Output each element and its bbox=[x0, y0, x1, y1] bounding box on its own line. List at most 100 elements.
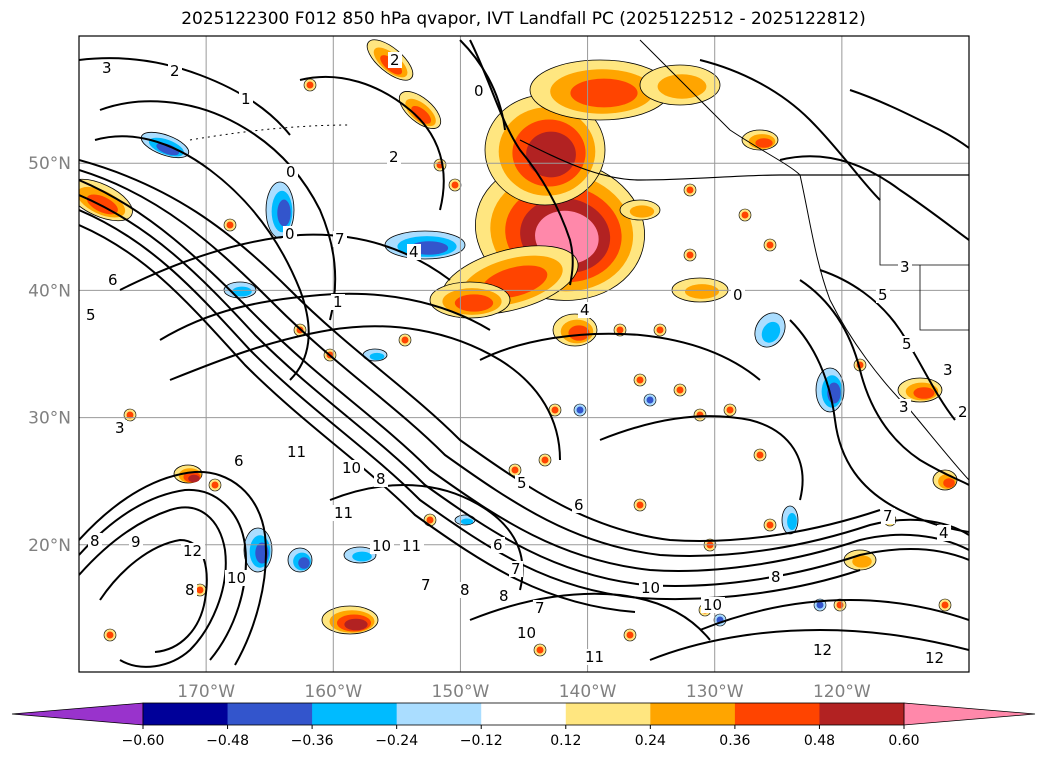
ivt-contours bbox=[79, 39, 969, 668]
contour-line bbox=[469, 592, 711, 641]
contour-label: 7 bbox=[881, 507, 895, 525]
contour-line bbox=[599, 415, 804, 501]
svg-text:11: 11 bbox=[585, 648, 604, 666]
colorbar-tick-labels: −0.60 −0.48 −0.36 −0.24 −0.12 0.12 0.24 0.36 0.4… bbox=[122, 725, 920, 749]
contour-label: 6 bbox=[491, 536, 505, 554]
contour-line bbox=[649, 629, 969, 661]
contour-label: 2 bbox=[387, 148, 401, 166]
shading-patch bbox=[243, 527, 273, 573]
shading-patch bbox=[639, 64, 721, 106]
colorbar-segment bbox=[481, 703, 567, 725]
colorbar-tick-label: −0.60 bbox=[122, 733, 165, 749]
svg-text:2: 2 bbox=[170, 62, 180, 80]
svg-text:6: 6 bbox=[108, 271, 118, 289]
svg-text:4: 4 bbox=[580, 301, 590, 319]
svg-text:10: 10 bbox=[372, 537, 391, 555]
svg-text:2: 2 bbox=[389, 148, 399, 166]
colorbar-segment bbox=[650, 703, 736, 725]
contour-label: 7 bbox=[419, 576, 433, 594]
contour-line bbox=[99, 100, 337, 321]
svg-text:8: 8 bbox=[460, 581, 470, 599]
shading-patch bbox=[741, 129, 779, 151]
shading-dot bbox=[508, 463, 522, 477]
shading-dot bbox=[673, 383, 687, 397]
svg-text:7: 7 bbox=[335, 230, 345, 248]
contour-label: 0 bbox=[283, 225, 297, 243]
shading-patch bbox=[529, 59, 671, 121]
contour-label: 8 bbox=[183, 581, 197, 599]
contour-label: 4 bbox=[937, 524, 951, 542]
svg-text:12: 12 bbox=[813, 641, 832, 659]
shading-dot bbox=[653, 323, 667, 337]
shading-dot bbox=[533, 643, 547, 657]
svg-text:2: 2 bbox=[390, 51, 400, 69]
contour-line bbox=[79, 506, 227, 668]
contour-label: 8 bbox=[769, 568, 783, 586]
svg-text:8: 8 bbox=[185, 581, 195, 599]
shading-dot bbox=[683, 248, 697, 262]
contour-line bbox=[79, 470, 267, 666]
shading-dot bbox=[398, 333, 412, 347]
shading-patch bbox=[484, 94, 606, 206]
shading-dot bbox=[208, 478, 222, 492]
colorbar-tick-label: 0.60 bbox=[888, 733, 919, 749]
shading-dot bbox=[723, 403, 737, 417]
contour-label: 5 bbox=[515, 474, 529, 492]
contour-label: 0 bbox=[472, 82, 486, 100]
map-frame bbox=[78, 35, 970, 673]
lon-tick-label: 130°W bbox=[686, 682, 744, 702]
contour-label: 4 bbox=[407, 243, 421, 261]
shading-dot bbox=[433, 158, 447, 172]
contour-label: 0 bbox=[284, 163, 298, 181]
svg-text:3: 3 bbox=[115, 419, 125, 437]
colorbar-segment bbox=[396, 703, 482, 725]
svg-text:10: 10 bbox=[517, 624, 536, 642]
border-path bbox=[519, 139, 969, 181]
contour-line bbox=[789, 319, 969, 533]
shading-patch bbox=[843, 549, 877, 571]
contour-label: 7 bbox=[509, 560, 523, 578]
contour-label: 5 bbox=[900, 335, 914, 353]
contour-label: 8 bbox=[374, 470, 388, 488]
svg-text:7: 7 bbox=[421, 576, 431, 594]
contour-label: 10 bbox=[701, 596, 725, 614]
contour-label: 10 bbox=[225, 569, 249, 587]
svg-text:7: 7 bbox=[535, 599, 545, 617]
shading-dot bbox=[938, 598, 952, 612]
contour-label: 0 bbox=[731, 286, 745, 304]
lon-tick-label: 150°W bbox=[432, 682, 490, 702]
shading-dot bbox=[643, 393, 657, 407]
lat-tick-label: 40°N bbox=[28, 281, 71, 301]
shading-dot bbox=[423, 513, 437, 527]
coastline-path bbox=[469, 39, 574, 286]
contour-label: 12 bbox=[181, 542, 205, 560]
aleutian-islands bbox=[189, 124, 351, 141]
colorbar-segment bbox=[312, 703, 398, 725]
shading-dot bbox=[683, 183, 697, 197]
svg-text:8: 8 bbox=[499, 587, 509, 605]
contour-line bbox=[169, 325, 561, 461]
shading-patch bbox=[287, 547, 313, 573]
contour-label: 12 bbox=[811, 641, 835, 659]
svg-text:6: 6 bbox=[234, 452, 244, 470]
svg-text:3: 3 bbox=[943, 361, 953, 379]
lon-tick-label: 160°W bbox=[304, 682, 362, 702]
svg-text:5: 5 bbox=[878, 286, 888, 304]
colorbar-extend-high bbox=[903, 702, 1036, 726]
shading-dot bbox=[223, 218, 237, 232]
contour-line bbox=[79, 57, 291, 136]
contour-label: 10 bbox=[340, 459, 364, 477]
contour-label: 1 bbox=[239, 90, 253, 108]
shading-dot bbox=[763, 238, 777, 252]
svg-text:10: 10 bbox=[703, 596, 722, 614]
contour-label: 4 bbox=[578, 301, 592, 319]
contour-line bbox=[94, 135, 310, 381]
svg-text:2: 2 bbox=[958, 403, 968, 421]
shading-patch bbox=[384, 230, 466, 260]
svg-text:8: 8 bbox=[376, 470, 386, 488]
svg-text:3: 3 bbox=[899, 398, 909, 416]
contour-label: 7 bbox=[333, 230, 347, 248]
shading-dot bbox=[753, 448, 767, 462]
contour-label: 11 bbox=[285, 443, 309, 461]
